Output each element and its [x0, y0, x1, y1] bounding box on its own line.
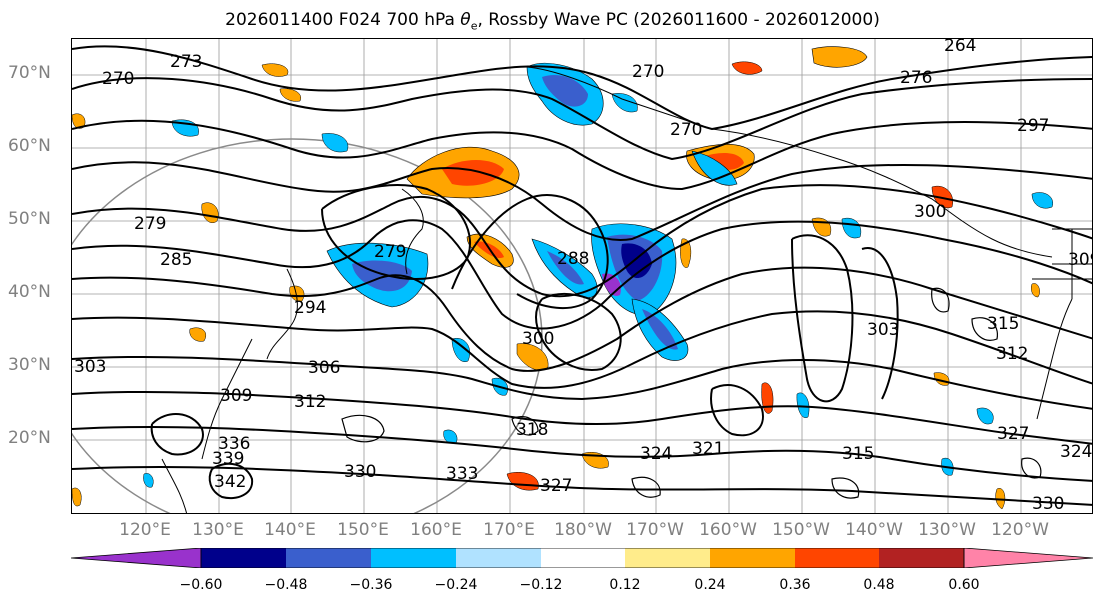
colorbar-bin — [879, 548, 964, 568]
contour-label: 297 — [1017, 116, 1049, 136]
colorbar-outline — [200, 548, 965, 568]
map-panel: 270 273 264 276 270 270 279 285 279 288 … — [71, 38, 1093, 514]
contour-label: 327 — [997, 424, 1029, 444]
colorbar-svg — [71, 548, 1093, 568]
contour-label: 318 — [516, 420, 548, 440]
colorbar-bin — [201, 548, 286, 568]
contour-label: 309 — [220, 386, 252, 406]
colorbar-bin — [541, 548, 625, 568]
contour-label: 321 — [692, 439, 724, 459]
colorbar-tick: −0.24 — [434, 577, 478, 593]
colorbar-tick: −0.60 — [179, 577, 223, 593]
small-contours — [341, 287, 1042, 499]
lon-label-130w: 130°W — [918, 520, 976, 540]
contour-label: 315 — [842, 444, 874, 464]
map-svg: 270 273 264 276 270 270 279 285 279 288 … — [72, 39, 1093, 514]
contour-label: 336 — [218, 434, 250, 454]
lon-label-180w: 180°W — [554, 520, 612, 540]
contour-label: 270 — [102, 69, 134, 89]
contour-label: 315 — [987, 314, 1019, 334]
contour-label: 264 — [944, 39, 976, 56]
title-main: 2026011400 F024 700 hPa — [225, 10, 461, 30]
lon-label-150w: 150°W — [772, 520, 830, 540]
lon-label-160w: 160°W — [699, 520, 757, 540]
contour-label: 276 — [900, 68, 932, 88]
contour-label: 342 — [214, 472, 246, 492]
lat-label-20n: 20°N — [8, 428, 51, 448]
colorbar-tick: −0.36 — [349, 577, 393, 593]
colorbar-bin — [710, 548, 795, 568]
colorbar-tick: 0.48 — [863, 577, 895, 593]
contour-label: 324 — [640, 444, 672, 464]
contour-label: 339 — [212, 449, 244, 469]
contour-label: 333 — [446, 464, 478, 484]
colorbar-tick: 0.12 — [609, 577, 641, 593]
contour-label: 312 — [996, 344, 1028, 364]
colorbar-bin — [625, 548, 710, 568]
contour-label: 306 — [308, 358, 340, 378]
lat-label-60n: 60°N — [8, 136, 51, 156]
colorbar-bin — [795, 548, 879, 568]
colorbar-tick: 0.60 — [948, 577, 980, 593]
contour-label: 270 — [670, 120, 702, 140]
lat-label-50n: 50°N — [8, 209, 51, 229]
contour-label: 294 — [294, 298, 326, 318]
title-theta: θ — [460, 10, 471, 30]
colorbar — [71, 548, 1093, 568]
colorbar-bin — [456, 548, 541, 568]
lat-label-40n: 40°N — [8, 282, 51, 302]
map-title: 2026011400 F024 700 hPa θe, Rossby Wave … — [0, 10, 1105, 32]
contour-label: 324 — [1060, 442, 1092, 462]
lat-label-30n: 30°N — [8, 355, 51, 375]
contour-label: 300 — [914, 202, 946, 222]
colorbar-tick: −0.12 — [519, 577, 563, 593]
contour-label: 309 — [1068, 250, 1093, 270]
colorbar-tick: 0.36 — [779, 577, 811, 593]
contour-label: 273 — [170, 52, 202, 72]
colorbar-extend-left — [71, 548, 202, 568]
colorbar-bin — [371, 548, 456, 568]
contour-label: 312 — [294, 392, 326, 412]
contour-label: 279 — [134, 214, 166, 234]
contour-label: 330 — [1032, 494, 1064, 514]
contour-label: 330 — [344, 462, 376, 482]
theta-e-contours — [72, 45, 1092, 506]
lon-label-120e: 120°E — [119, 520, 171, 540]
contour-label: 285 — [160, 250, 192, 270]
contour-label: 303 — [867, 320, 899, 340]
colorbar-tick: −0.48 — [264, 577, 308, 593]
lon-label-170e: 170°E — [483, 520, 535, 540]
lon-label-130e: 130°E — [192, 520, 244, 540]
negative-anomaly-shading — [143, 62, 1054, 488]
title-subscript: e — [470, 19, 478, 33]
lon-label-160e: 160°E — [410, 520, 462, 540]
lon-label-140w: 140°W — [845, 520, 903, 540]
contour-label: 300 — [522, 329, 554, 349]
contour-label: 288 — [557, 249, 589, 269]
colorbar-bin — [286, 548, 371, 568]
contour-label: 279 — [374, 242, 406, 262]
lon-label-170w: 170°W — [626, 520, 684, 540]
contour-label: 327 — [540, 476, 572, 496]
lon-label-140e: 140°E — [264, 520, 316, 540]
colorbar-tick: 0.24 — [694, 577, 726, 593]
title-rest: , Rossby Wave PC (2026011600 - 202601200… — [477, 10, 880, 30]
contour-label: 270 — [632, 62, 664, 82]
lat-label-70n: 70°N — [8, 63, 51, 83]
lon-label-150e: 150°E — [337, 520, 389, 540]
contour-labels: 270 273 264 276 270 270 279 285 279 288 … — [74, 39, 1093, 514]
lon-label-120w: 120°W — [991, 520, 1049, 540]
colorbar-extend-right — [963, 548, 1093, 568]
contour-label: 303 — [74, 357, 106, 377]
